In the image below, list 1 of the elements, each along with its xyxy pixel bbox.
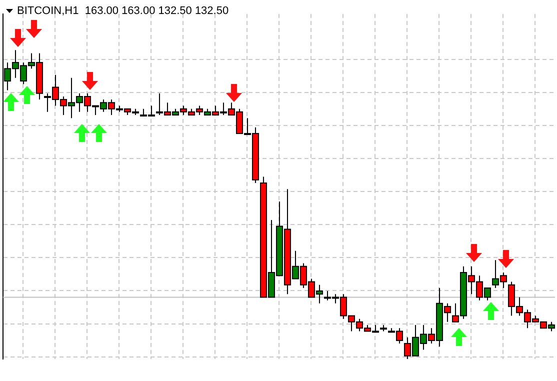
chart-title: BITCOIN,H1 163.00 163.00 132.50 132.50	[17, 5, 229, 17]
